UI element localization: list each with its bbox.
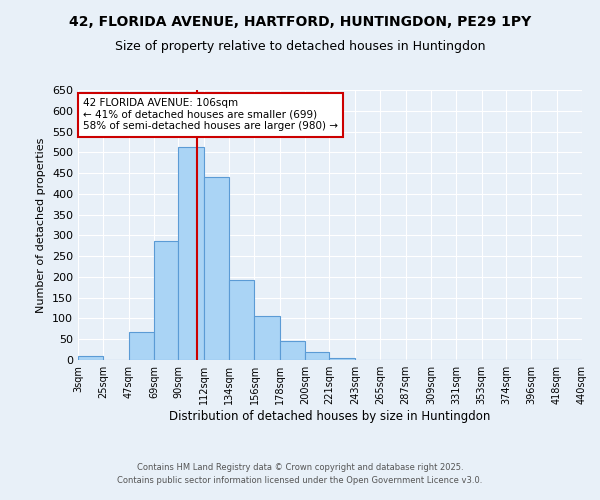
Text: Size of property relative to detached houses in Huntingdon: Size of property relative to detached ho… (115, 40, 485, 53)
Bar (254, 316, 280, 360)
Text: Contains public sector information licensed under the Open Government Licence v3: Contains public sector information licen… (118, 476, 482, 485)
Bar (178, 147, 204, 360)
Bar (229, 280, 254, 360)
Bar (204, 177, 229, 360)
Text: 42 FLORIDA AVENUE: 106sqm
← 41% of detached houses are smaller (699)
58% of semi: 42 FLORIDA AVENUE: 106sqm ← 41% of detac… (83, 98, 338, 132)
Bar (329, 358, 355, 360)
Bar (280, 341, 305, 360)
Bar (129, 332, 154, 360)
Y-axis label: Number of detached properties: Number of detached properties (37, 138, 46, 312)
Bar (154, 241, 178, 360)
Bar (305, 352, 329, 360)
X-axis label: Distribution of detached houses by size in Huntingdon: Distribution of detached houses by size … (169, 410, 491, 423)
Bar (78, 356, 103, 360)
Text: Contains HM Land Registry data © Crown copyright and database right 2025.: Contains HM Land Registry data © Crown c… (137, 464, 463, 472)
Text: 42, FLORIDA AVENUE, HARTFORD, HUNTINGDON, PE29 1PY: 42, FLORIDA AVENUE, HARTFORD, HUNTINGDON… (69, 15, 531, 29)
